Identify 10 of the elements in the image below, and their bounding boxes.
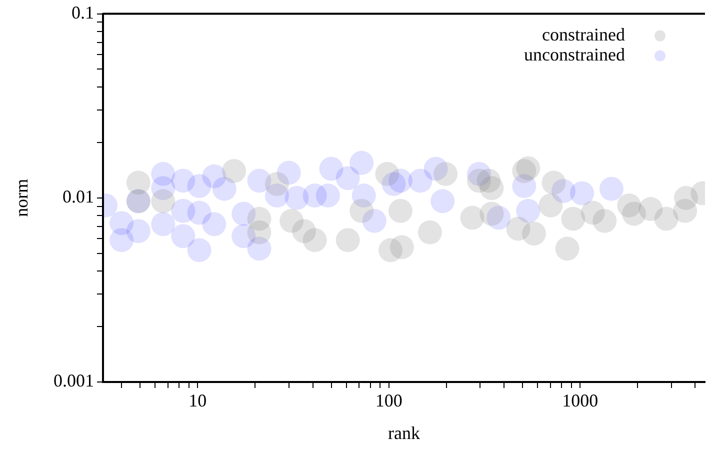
x-tick-label: 10 xyxy=(188,390,207,411)
legend-label: constrained xyxy=(542,24,625,45)
y-axis-title: norm xyxy=(12,178,32,217)
y-tick-label: 0.001 xyxy=(54,370,94,391)
y-tick-label: 0.1 xyxy=(72,2,94,23)
x-tick-label: 1000 xyxy=(562,390,598,411)
y-tick-label: 0.01 xyxy=(62,186,94,207)
x-axis-title: rank xyxy=(388,422,420,443)
x-tick-label: 100 xyxy=(375,390,402,411)
legend-label: unconstrained xyxy=(524,44,625,65)
